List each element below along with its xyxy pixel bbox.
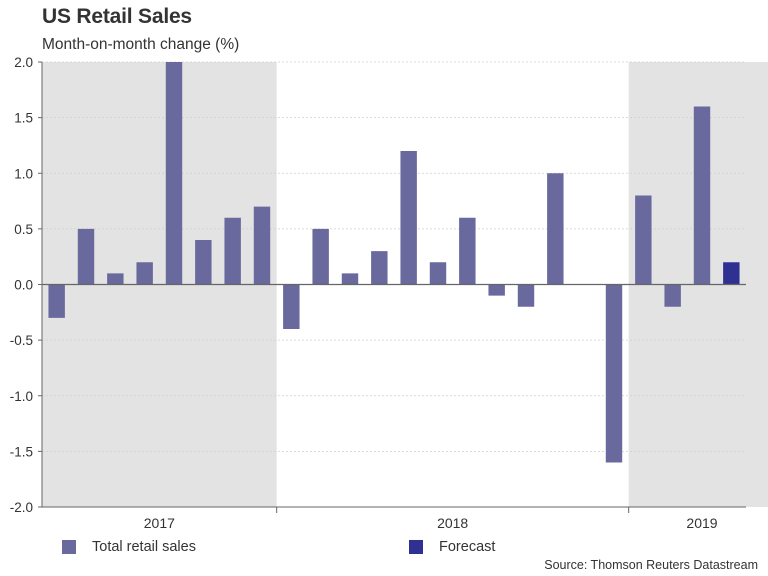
legend-swatch-forecast <box>409 540 423 554</box>
bar-total-retail-sales <box>635 195 652 285</box>
bar-total-retail-sales <box>341 273 359 285</box>
bar-total-retail-sales <box>195 240 212 285</box>
bar-total-retail-sales <box>488 284 505 296</box>
bar-total-retail-sales <box>283 284 300 329</box>
bar-total-retail-sales <box>107 273 124 285</box>
bar-total-retail-sales <box>165 62 183 285</box>
bar-total-retail-sales <box>429 262 447 285</box>
y-tick-label: 0.0 <box>14 278 33 293</box>
chart-title: US Retail Sales <box>42 5 192 28</box>
source-note: Source: Thomson Reuters Datastream <box>544 558 758 572</box>
bar-forecast <box>723 262 740 285</box>
bar-total-retail-sales <box>371 251 388 285</box>
bar-total-retail-sales <box>253 206 271 285</box>
bar-total-retail-sales <box>77 228 95 285</box>
bar-total-retail-sales <box>224 217 241 285</box>
legend-swatch-total-retail-sales <box>62 540 76 554</box>
chart-subtitle: Month-on-month change (%) <box>42 36 240 53</box>
x-tick-label-2018: 2018 <box>437 515 468 531</box>
bar-total-retail-sales <box>48 284 65 318</box>
y-tick-label: 1.0 <box>14 166 33 181</box>
bar-total-retail-sales <box>547 173 564 285</box>
y-tick-label: -1.0 <box>10 389 33 404</box>
x-tick-label-2017: 2017 <box>144 515 175 531</box>
y-tick-label: -2.0 <box>10 500 33 515</box>
bar-total-retail-sales <box>693 106 711 285</box>
bar-total-retail-sales <box>664 284 681 307</box>
y-tick-label: -0.5 <box>10 333 33 348</box>
bar-total-retail-sales <box>517 284 535 307</box>
bar-total-retail-sales <box>136 262 153 285</box>
legend-item-total-retail-sales: Total retail sales <box>62 537 196 557</box>
legend-label-total-retail-sales: Total retail sales <box>92 539 196 555</box>
bar-total-retail-sales <box>312 228 329 285</box>
legend-item-forecast: Forecast <box>409 537 495 557</box>
legend-label-forecast: Forecast <box>439 539 496 555</box>
x-tick-label-2019: 2019 <box>686 515 717 531</box>
bar-total-retail-sales <box>459 217 476 285</box>
bar-total-retail-sales <box>605 284 623 463</box>
y-tick-label: 2.0 <box>14 55 33 70</box>
y-tick-label: -1.5 <box>10 444 33 459</box>
bar-total-retail-sales <box>400 151 417 285</box>
y-tick-label: 0.5 <box>14 222 33 237</box>
y-tick-label: 1.5 <box>14 111 33 126</box>
